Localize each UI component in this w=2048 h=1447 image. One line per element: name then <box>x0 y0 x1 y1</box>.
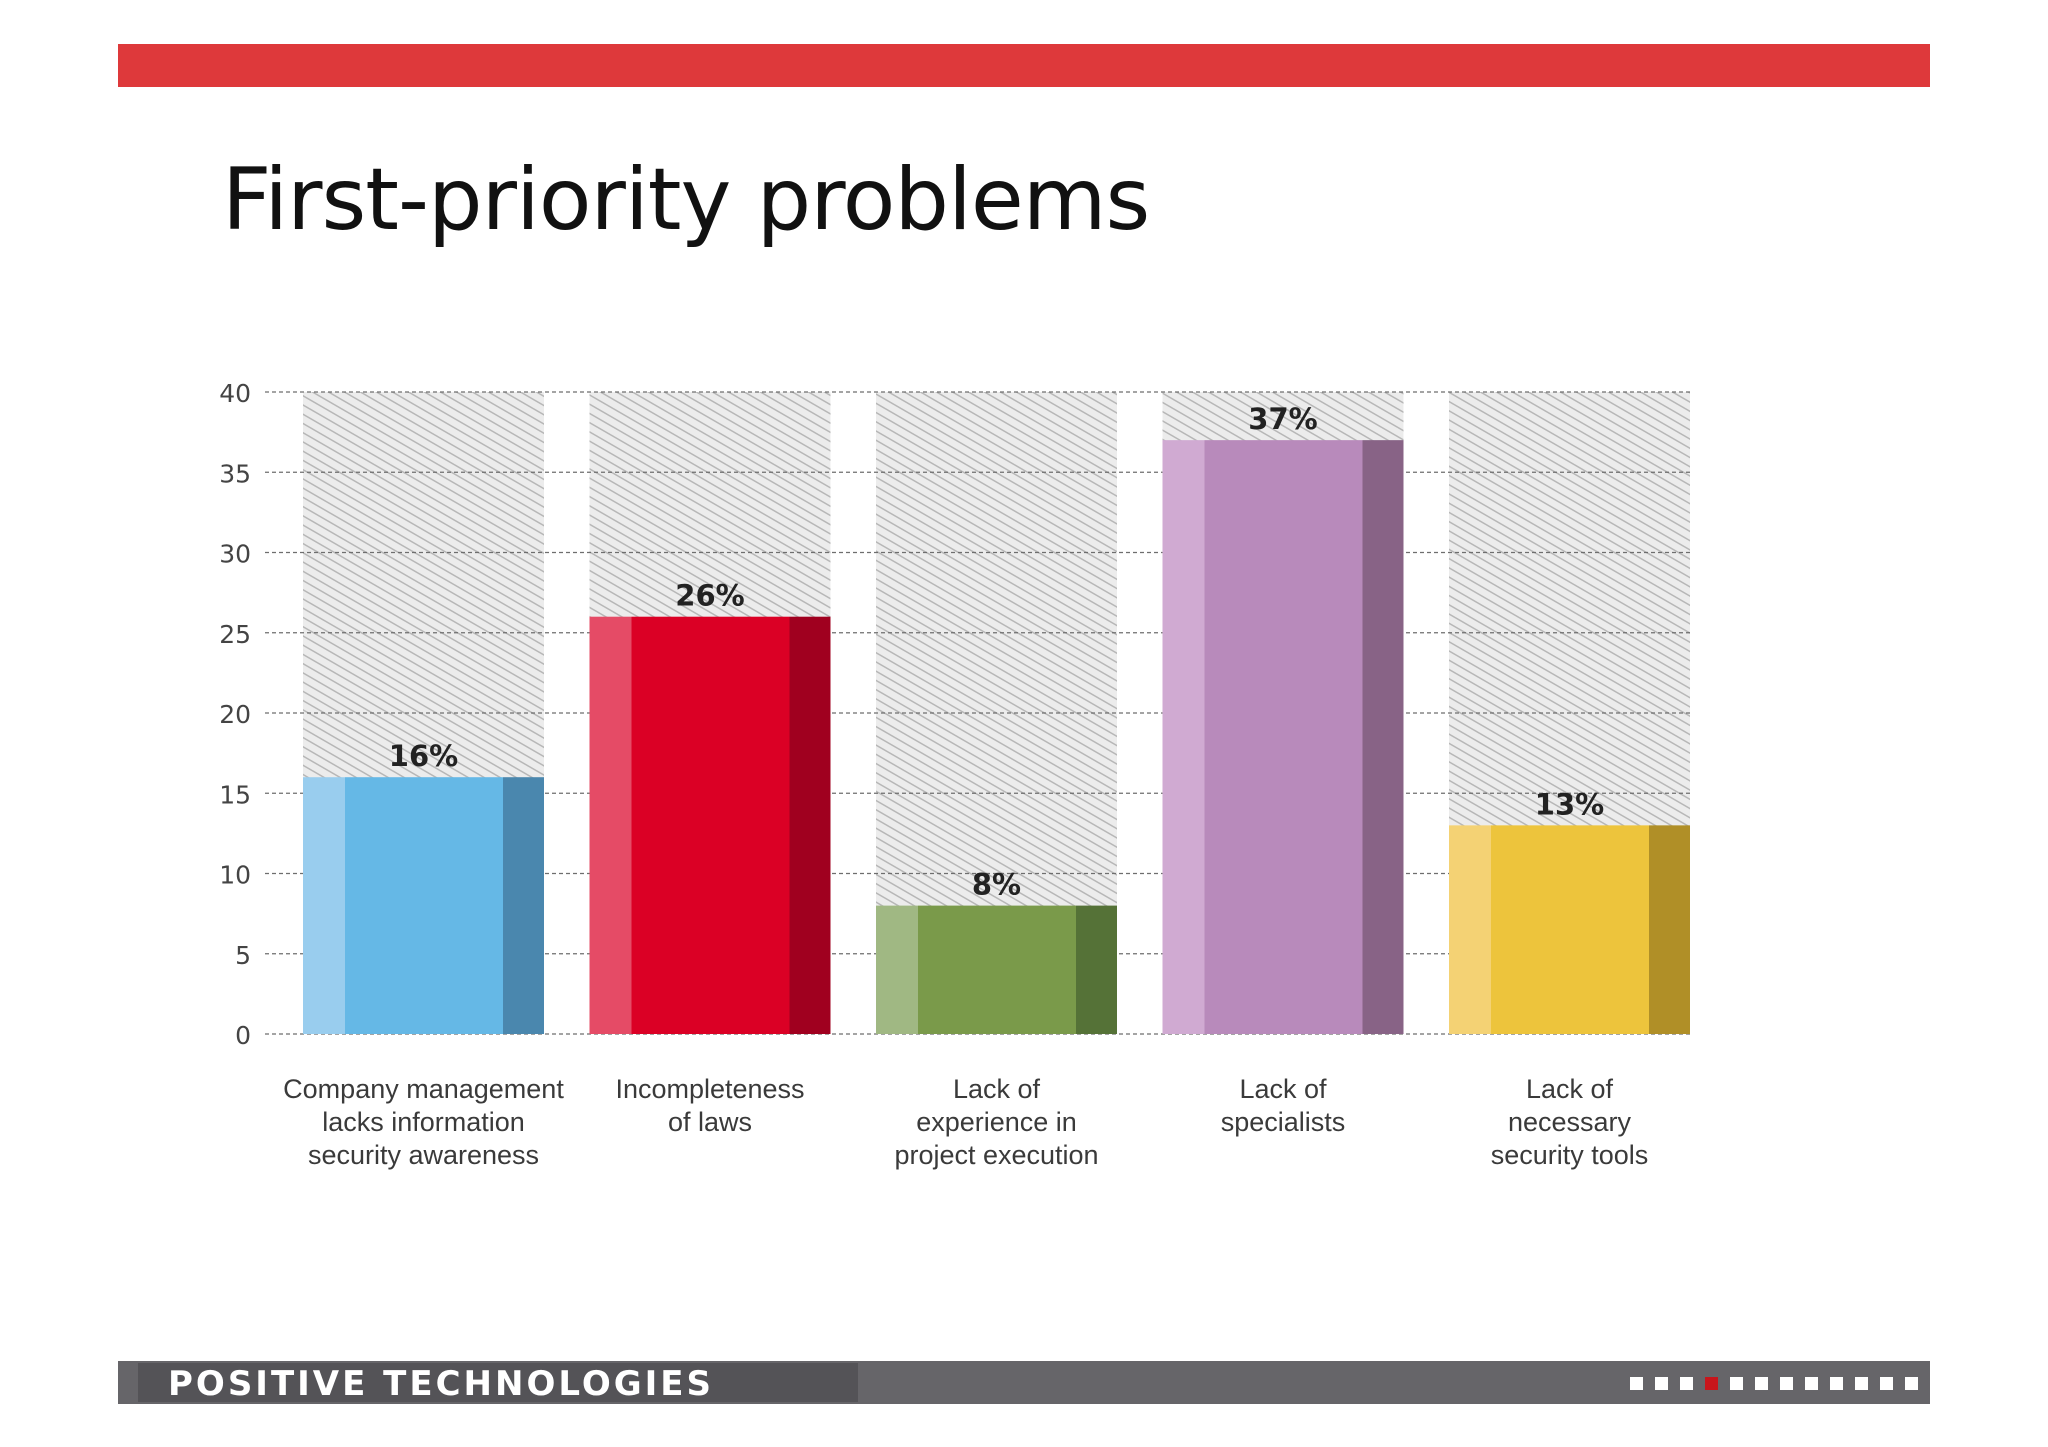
y-tick-label: 20 <box>219 700 251 729</box>
x-category-label: Lack of <box>953 1074 1041 1104</box>
bar-face-left <box>1449 825 1491 1034</box>
bar <box>876 905 1117 1034</box>
bar-face-left <box>876 905 918 1034</box>
bar-value-label: 26% <box>675 579 744 613</box>
top-accent-bar <box>118 44 1930 87</box>
bar-value-label: 37% <box>1248 402 1317 436</box>
bar <box>1162 440 1404 1034</box>
y-tick-label: 0 <box>235 1021 251 1050</box>
footer-bar: POSITIVE TECHNOLOGIES <box>118 1361 1930 1404</box>
x-category-label: Company management <box>283 1074 564 1104</box>
y-tick-label: 15 <box>219 780 251 809</box>
pager-dot[interactable] <box>1630 1377 1643 1390</box>
bar-value-label: 16% <box>389 739 458 773</box>
bar <box>589 616 831 1034</box>
bar-face-right <box>789 616 831 1034</box>
bar <box>1449 825 1690 1034</box>
pager-dot[interactable] <box>1680 1377 1693 1390</box>
y-tick-label: 35 <box>219 459 251 488</box>
y-tick-label: 30 <box>219 540 251 569</box>
bar-face-main <box>345 777 503 1034</box>
bar-face-right <box>1649 825 1690 1034</box>
x-category-label: lacks information <box>322 1107 525 1137</box>
y-tick-label: 5 <box>235 941 251 970</box>
slide-title: First-priority problems <box>222 150 1150 250</box>
x-category-label: security tools <box>1491 1140 1649 1170</box>
brand-logo: POSITIVE TECHNOLOGIES <box>168 1364 714 1404</box>
bar-value-label: 13% <box>1535 787 1604 821</box>
brand-logo-box: POSITIVE TECHNOLOGIES <box>138 1363 858 1404</box>
pager-dot-active[interactable] <box>1705 1377 1718 1390</box>
slide-pager <box>1630 1377 1918 1390</box>
bar-face-left <box>589 616 632 1034</box>
bar-face-right <box>1076 905 1117 1034</box>
bar <box>303 777 544 1034</box>
pager-dot[interactable] <box>1905 1377 1918 1390</box>
y-tick-label: 10 <box>219 861 251 890</box>
bar-value-label: 8% <box>972 868 1021 902</box>
y-tick-label: 25 <box>219 620 251 649</box>
bar-face-left <box>1162 440 1205 1034</box>
x-category-label: Incompleteness <box>615 1074 804 1104</box>
x-category-label: project execution <box>894 1140 1098 1170</box>
bar-face-main <box>631 616 790 1034</box>
x-category-label: specialists <box>1221 1107 1346 1137</box>
x-category-label: Lack of <box>1239 1074 1327 1104</box>
x-category-label: security awareness <box>308 1140 539 1170</box>
bar-face-main <box>1491 825 1649 1034</box>
x-category-label: of laws <box>668 1107 752 1137</box>
x-category-label: Lack of <box>1526 1074 1614 1104</box>
bar-face-right <box>503 777 544 1034</box>
pager-dot[interactable] <box>1655 1377 1668 1390</box>
pager-dot[interactable] <box>1730 1377 1743 1390</box>
pager-dot[interactable] <box>1805 1377 1818 1390</box>
x-category-label: necessary <box>1508 1107 1632 1137</box>
pager-dot[interactable] <box>1830 1377 1843 1390</box>
pager-dot[interactable] <box>1780 1377 1793 1390</box>
x-category-label: experience in <box>916 1107 1077 1137</box>
pager-dot[interactable] <box>1755 1377 1768 1390</box>
y-tick-label: 40 <box>219 379 251 408</box>
pager-dot[interactable] <box>1880 1377 1893 1390</box>
bar-face-main <box>1204 440 1363 1034</box>
bar-face-left <box>303 777 345 1034</box>
bar-face-main <box>918 905 1076 1034</box>
pager-dot[interactable] <box>1855 1377 1868 1390</box>
bar-face-right <box>1362 440 1404 1034</box>
